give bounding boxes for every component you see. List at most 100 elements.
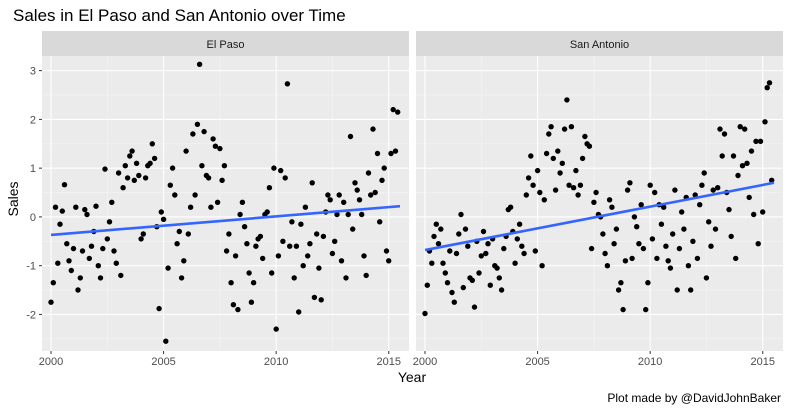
data-point [501, 245, 507, 252]
data-point [588, 245, 595, 252]
data-point [433, 221, 439, 227]
data-point [343, 275, 349, 281]
data-point [550, 155, 556, 162]
data-point [543, 150, 550, 157]
data-point [670, 231, 676, 237]
data-point [273, 326, 279, 332]
data-point [183, 148, 189, 154]
data-point [124, 175, 131, 181]
data-point [75, 287, 81, 293]
data-point [381, 165, 387, 171]
y-tick-label: 1 [30, 163, 36, 175]
data-point [55, 260, 61, 266]
data-point [701, 170, 707, 176]
data-point [325, 192, 331, 198]
data-point [291, 275, 297, 281]
data-point [379, 177, 385, 183]
data-point [377, 219, 383, 225]
data-point [232, 253, 239, 259]
data-point [316, 265, 322, 271]
data-point [557, 170, 563, 176]
data-point [613, 226, 620, 232]
data-point [332, 238, 338, 244]
data-point [706, 219, 712, 225]
data-point [383, 248, 390, 254]
data-point [629, 255, 635, 262]
data-point [465, 243, 471, 249]
data-point [658, 221, 665, 227]
data-point [462, 226, 469, 232]
data-point [314, 231, 320, 237]
data-point [88, 243, 95, 249]
data-point [424, 282, 430, 288]
data-point [167, 182, 173, 188]
x-tick-label: 2000 [39, 356, 63, 368]
facet-strip [42, 31, 409, 56]
data-point [217, 145, 223, 152]
data-point [498, 287, 505, 293]
data-point [699, 182, 705, 188]
chart-caption: Plot made by @DavidJohnBaker [607, 391, 781, 405]
data-point [82, 206, 88, 213]
panel-background [416, 56, 783, 351]
data-point [163, 338, 169, 344]
data-point [133, 160, 140, 166]
data-point [715, 185, 721, 191]
data-point [235, 306, 241, 313]
data-point [735, 172, 741, 179]
data-point [676, 245, 683, 252]
y-tick-label: 2 [30, 114, 36, 126]
data-point [86, 255, 93, 262]
data-point [525, 175, 532, 181]
facet-panels: El Paso 2000 2005 2010 2015 -2 -1 0 1 2 3 San Anton… [26, 31, 783, 368]
data-point [760, 209, 766, 215]
data-point [77, 275, 84, 281]
data-point [305, 253, 311, 259]
data-point [142, 175, 149, 181]
data-point [561, 126, 568, 132]
data-point [688, 287, 694, 293]
data-point [253, 243, 259, 249]
data-point [624, 187, 631, 193]
data-point [271, 165, 277, 171]
data-point [176, 228, 182, 235]
data-point [555, 148, 561, 154]
data-point [205, 175, 212, 181]
data-point [210, 136, 216, 142]
data-point [717, 126, 723, 132]
data-point [120, 185, 126, 191]
data-point [582, 133, 588, 140]
trend-line [424, 181, 775, 252]
data-point [453, 250, 460, 257]
data-point [690, 238, 696, 244]
data-point [458, 211, 464, 218]
data-point [519, 243, 525, 249]
data-point [541, 197, 547, 203]
data-point [280, 238, 286, 244]
y-tick-label: 0 [30, 212, 36, 224]
data-point [579, 155, 586, 162]
data-point [356, 197, 363, 203]
data-point [566, 182, 572, 188]
data-point [570, 185, 577, 191]
data-point [158, 209, 164, 215]
data-point [634, 224, 640, 230]
data-point [440, 260, 446, 266]
data-point [311, 294, 318, 301]
data-point [363, 272, 369, 279]
data-point [230, 302, 237, 308]
data-point [365, 170, 372, 176]
data-point [212, 143, 219, 149]
data-point [559, 160, 565, 166]
data-point [334, 211, 340, 218]
data-point [140, 231, 146, 237]
data-point [147, 160, 153, 166]
data-point [606, 197, 613, 203]
data-point [622, 258, 629, 264]
data-point [329, 250, 336, 257]
data-point [766, 80, 773, 86]
data-point [388, 150, 394, 157]
data-point [429, 260, 435, 266]
data-point [757, 138, 764, 144]
